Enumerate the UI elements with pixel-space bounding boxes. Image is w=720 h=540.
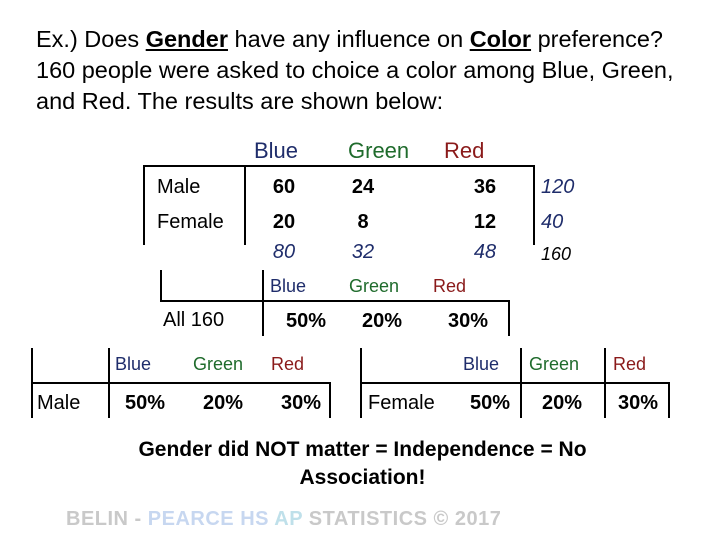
all-right-rule bbox=[508, 300, 510, 336]
all-left-rule bbox=[160, 270, 162, 300]
male-header-green: Green bbox=[193, 354, 244, 374]
cell-male-blue: 60 bbox=[272, 176, 296, 198]
female-header-red: Red bbox=[613, 354, 647, 374]
all-top-rule bbox=[160, 300, 510, 302]
footer-belin: BELIN - bbox=[66, 508, 148, 530]
question-part: preference? 160 people were asked to cho… bbox=[36, 26, 674, 114]
male-divider bbox=[108, 348, 110, 418]
all-value-blue: 50% bbox=[285, 310, 327, 332]
male-top-rule bbox=[31, 382, 331, 384]
female-value-blue: 50% bbox=[469, 392, 511, 414]
col-total-red: 48 bbox=[473, 241, 497, 263]
male-right-rule bbox=[329, 382, 331, 418]
male-left-rule bbox=[31, 348, 33, 418]
male-value-red: 30% bbox=[280, 392, 322, 414]
total-female: 40 bbox=[541, 211, 564, 233]
female-value-red: 30% bbox=[617, 392, 659, 414]
female-divider-1 bbox=[520, 348, 522, 418]
all-value-green: 20% bbox=[361, 310, 403, 332]
male-value-blue: 50% bbox=[124, 392, 166, 414]
female-left-rule bbox=[360, 348, 362, 418]
header-green: Green bbox=[348, 138, 410, 163]
all-header-red: Red bbox=[433, 276, 467, 296]
male-header-blue: Blue bbox=[115, 354, 152, 374]
conclusion-text: Gender did NOT matter = Independence = N… bbox=[138, 438, 587, 489]
table-top-rule bbox=[143, 165, 535, 167]
cell-male-red: 36 bbox=[473, 176, 497, 198]
female-divider-2 bbox=[604, 348, 606, 418]
question-part: Ex.) Does bbox=[36, 26, 146, 52]
all-header-green: Green bbox=[349, 276, 400, 296]
footer-statistics: STATISTICS © 2017 bbox=[302, 508, 502, 530]
footer-ap: AP bbox=[268, 508, 303, 530]
female-label: Female bbox=[368, 392, 435, 414]
total-male: 120 bbox=[541, 176, 575, 198]
col-total-green: 32 bbox=[351, 241, 375, 263]
cell-female-green: 8 bbox=[357, 211, 369, 233]
female-right-rule bbox=[668, 382, 670, 418]
male-label: Male bbox=[37, 392, 81, 414]
grand-total: 160 bbox=[541, 244, 572, 264]
table-right-rule bbox=[533, 165, 535, 245]
header-red: Red bbox=[444, 138, 485, 163]
question-part: have any influence on bbox=[227, 26, 470, 52]
col-total-blue: 80 bbox=[272, 241, 296, 263]
cell-male-green: 24 bbox=[351, 176, 375, 198]
cell-female-red: 12 bbox=[473, 211, 497, 233]
row-label-male: Male bbox=[157, 176, 201, 198]
female-header-blue: Blue bbox=[463, 354, 500, 374]
male-header-red: Red bbox=[271, 354, 305, 374]
male-value-green: 20% bbox=[202, 392, 244, 414]
cell-female-blue: 20 bbox=[272, 211, 296, 233]
female-header-green: Green bbox=[529, 354, 580, 374]
footer-pearce: PEARCE HS bbox=[147, 508, 269, 530]
table-divider bbox=[244, 165, 246, 245]
question-text: Ex.) Does Gender have any influence on C… bbox=[36, 24, 686, 117]
row-label-female: Female bbox=[157, 211, 224, 233]
gender-term: Gender bbox=[145, 26, 228, 52]
all-divider bbox=[262, 270, 264, 336]
all-label: All 160 bbox=[163, 309, 225, 331]
color-term: Color bbox=[469, 26, 532, 52]
female-top-rule bbox=[360, 382, 670, 384]
all-header-blue: Blue bbox=[270, 276, 307, 296]
female-value-green: 20% bbox=[541, 392, 583, 414]
footer-watermark: BELIN - PEARCE HS AP STATISTICS © 2017 bbox=[66, 508, 501, 531]
all-value-red: 30% bbox=[447, 310, 489, 332]
header-blue: Blue bbox=[254, 138, 299, 163]
table-left-rule bbox=[143, 165, 145, 245]
